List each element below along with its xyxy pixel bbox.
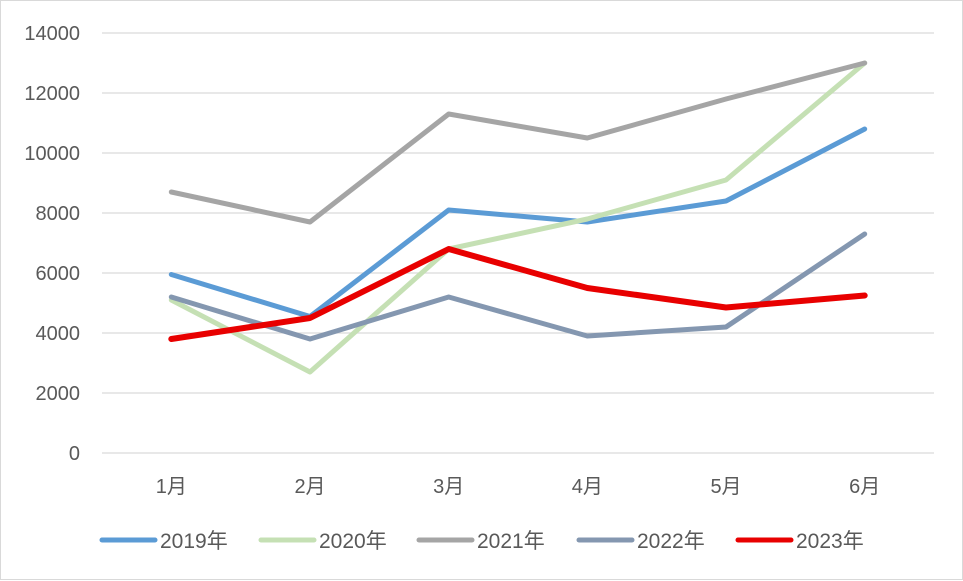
series-line-2023年 bbox=[168, 246, 868, 342]
x-tick-label: 3月 bbox=[433, 476, 464, 498]
x-tick-label: 6月 bbox=[849, 476, 880, 498]
legend-label: 2022年 bbox=[637, 530, 705, 553]
legend-label: 2021年 bbox=[477, 530, 545, 553]
y-tick-label: 4000 bbox=[36, 323, 81, 345]
gridlines bbox=[102, 32, 934, 454]
series-lines bbox=[168, 60, 868, 375]
y-axis-labels: 0 2000 4000 6000 8000 10000 12000 14000 bbox=[24, 23, 80, 465]
legend-label: 2023年 bbox=[796, 530, 864, 553]
y-tick-label: 10000 bbox=[24, 143, 80, 165]
y-tick-label: 8000 bbox=[36, 203, 81, 225]
x-tick-label: 1月 bbox=[156, 476, 187, 498]
legend-label: 2020年 bbox=[319, 530, 387, 553]
y-tick-label: 14000 bbox=[24, 23, 80, 45]
y-tick-label: 6000 bbox=[36, 263, 81, 285]
y-tick-label: 12000 bbox=[24, 83, 80, 105]
series-line-2021年 bbox=[168, 60, 868, 225]
y-tick-label: 2000 bbox=[36, 383, 81, 405]
x-axis-labels: 1月 2月 3月 4月 5月 6月 bbox=[156, 476, 880, 498]
series-line-2020年 bbox=[168, 60, 868, 375]
legend: 2019年 2020年 2021年 2022年 2023年 bbox=[99, 530, 864, 553]
x-tick-label: 5月 bbox=[710, 476, 741, 498]
legend-label: 2019年 bbox=[160, 530, 228, 553]
series-line-2022年 bbox=[168, 231, 868, 342]
x-tick-label: 2月 bbox=[294, 476, 325, 498]
x-tick-label: 4月 bbox=[572, 476, 603, 498]
y-tick-label: 0 bbox=[69, 443, 80, 465]
series-line-2019年 bbox=[168, 126, 868, 319]
